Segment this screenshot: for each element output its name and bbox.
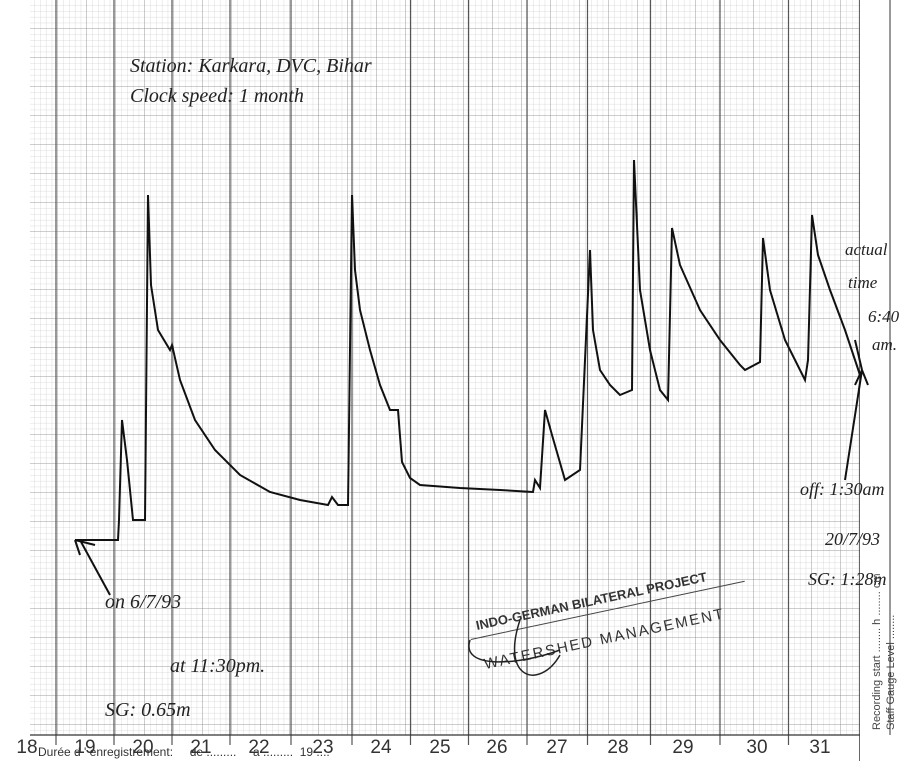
on-note: SG: 0.65m [105, 699, 191, 721]
day-label: 29 [672, 737, 693, 758]
footer: Durée d ' enregistrement: de ......... a… [38, 745, 330, 759]
chart-paper: INDO-GERMAN BILATERAL PROJECT WATERSHED … [0, 0, 919, 761]
station-note: Station: Karkara, DVC, Bihar [130, 55, 372, 77]
clock-note: Clock speed: 1 month [130, 85, 304, 107]
day-label: 30 [746, 737, 767, 758]
day-label: 31 [809, 737, 830, 758]
day-label: 28 [607, 737, 628, 758]
side-label: Recording start ........ h ........ cm [871, 574, 883, 731]
on-note: on 6/7/93 [105, 591, 181, 613]
day-label: 26 [486, 737, 507, 758]
day-label: 24 [370, 737, 392, 758]
time-note: time [848, 273, 878, 292]
page: {"annotations": {"station": "Station: Ka… [0, 0, 919, 761]
day-label: 27 [546, 737, 567, 758]
on-note: at 11:30pm. [170, 655, 265, 677]
off-note: off: 1:30am [800, 479, 885, 499]
day-label: 25 [429, 737, 450, 758]
grid [30, 0, 860, 735]
off-note: 20/7/93 [825, 529, 880, 549]
time-note: actual [845, 240, 888, 259]
time-note: 6:40 [868, 307, 900, 326]
side-label: Staff Gauge Level ........ [885, 615, 897, 730]
time-note: am. [872, 335, 897, 354]
day-label: 18 [16, 737, 37, 758]
